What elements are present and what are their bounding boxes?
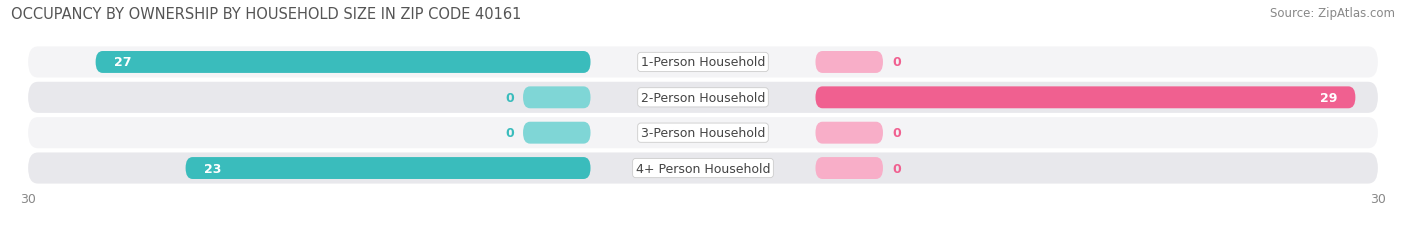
- Text: 0: 0: [505, 91, 515, 104]
- Text: 0: 0: [891, 127, 901, 140]
- FancyBboxPatch shape: [28, 118, 1378, 149]
- FancyBboxPatch shape: [28, 82, 1378, 113]
- FancyBboxPatch shape: [815, 122, 883, 144]
- FancyBboxPatch shape: [815, 52, 883, 74]
- Text: 0: 0: [891, 162, 901, 175]
- Text: 23: 23: [204, 162, 221, 175]
- Text: OCCUPANCY BY OWNERSHIP BY HOUSEHOLD SIZE IN ZIP CODE 40161: OCCUPANCY BY OWNERSHIP BY HOUSEHOLD SIZE…: [11, 7, 522, 22]
- Text: 0: 0: [505, 127, 515, 140]
- FancyBboxPatch shape: [186, 157, 591, 179]
- FancyBboxPatch shape: [523, 87, 591, 109]
- Text: 0: 0: [891, 56, 901, 69]
- Text: Source: ZipAtlas.com: Source: ZipAtlas.com: [1270, 7, 1395, 20]
- Text: 29: 29: [1320, 91, 1337, 104]
- Text: 4+ Person Household: 4+ Person Household: [636, 162, 770, 175]
- FancyBboxPatch shape: [28, 153, 1378, 184]
- FancyBboxPatch shape: [28, 47, 1378, 78]
- Text: 1-Person Household: 1-Person Household: [641, 56, 765, 69]
- FancyBboxPatch shape: [523, 122, 591, 144]
- FancyBboxPatch shape: [815, 87, 1355, 109]
- Text: 27: 27: [114, 56, 131, 69]
- Text: 3-Person Household: 3-Person Household: [641, 127, 765, 140]
- FancyBboxPatch shape: [96, 52, 591, 74]
- FancyBboxPatch shape: [815, 157, 883, 179]
- Text: 2-Person Household: 2-Person Household: [641, 91, 765, 104]
